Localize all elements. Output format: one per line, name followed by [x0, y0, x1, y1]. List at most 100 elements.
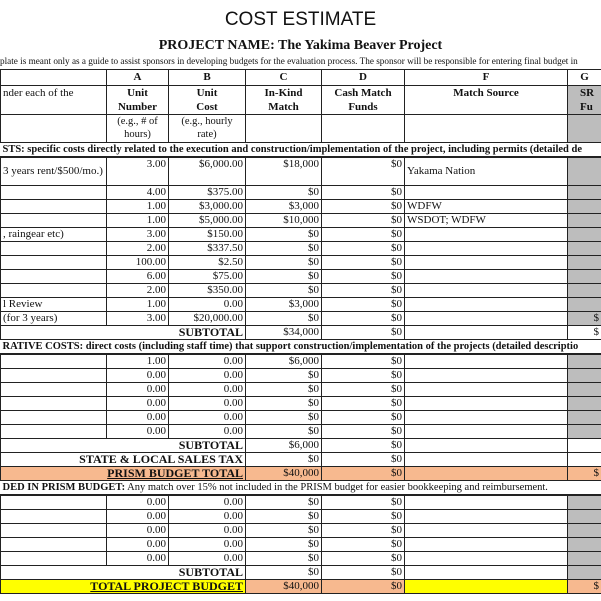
match-source-cell[interactable]: [404, 240, 568, 256]
cash-total-cell[interactable]: $0: [321, 465, 405, 481]
in-kind-total-cell[interactable]: $40,000: [245, 578, 322, 594]
cash-match-cell[interactable]: $0: [321, 367, 405, 383]
unit-number-cell[interactable]: 2.00: [106, 282, 169, 298]
description-cell[interactable]: [0, 212, 107, 228]
srfb-total-cell[interactable]: [567, 451, 601, 467]
srfb-funds-cell[interactable]: $: [567, 310, 601, 326]
srfb-funds-cell[interactable]: [567, 353, 601, 369]
cash-match-cell[interactable]: $0: [321, 536, 405, 552]
srfb-funds-cell[interactable]: [567, 395, 601, 411]
unit-number-cell[interactable]: 1.00: [106, 353, 169, 369]
description-cell[interactable]: (for 3 years): [0, 310, 107, 326]
match-source-cell[interactable]: [404, 550, 568, 566]
unit-cost-cell[interactable]: 0.00: [168, 550, 246, 566]
unit-number-cell[interactable]: 0.00: [106, 367, 169, 383]
description-cell[interactable]: [0, 282, 107, 298]
unit-cost-cell[interactable]: 0.00: [168, 395, 246, 411]
unit-number-cell[interactable]: 0.00: [106, 423, 169, 439]
match-source-cell[interactable]: [404, 564, 568, 580]
in-kind-match-cell[interactable]: $0: [245, 395, 322, 411]
match-source-cell[interactable]: [404, 522, 568, 538]
match-source-cell[interactable]: [404, 423, 568, 439]
unit-number-cell[interactable]: 0.00: [106, 494, 169, 510]
in-kind-match-cell[interactable]: $0: [245, 522, 322, 538]
unit-cost-cell[interactable]: 0.00: [168, 494, 246, 510]
srfb-funds-cell[interactable]: [567, 367, 601, 383]
description-cell[interactable]: , raingear etc): [0, 226, 107, 242]
srfb-total-cell[interactable]: $: [567, 324, 601, 340]
in-kind-match-cell[interactable]: $0: [245, 550, 322, 566]
in-kind-total-cell[interactable]: $6,000: [245, 437, 322, 453]
in-kind-match-cell[interactable]: $0: [245, 226, 322, 242]
cash-match-cell[interactable]: $0: [321, 156, 405, 186]
srfb-funds-cell[interactable]: [567, 212, 601, 228]
in-kind-match-cell[interactable]: $0: [245, 536, 322, 552]
match-source-cell[interactable]: [404, 324, 568, 340]
in-kind-match-cell[interactable]: $0: [245, 282, 322, 298]
in-kind-match-cell[interactable]: $0: [245, 494, 322, 510]
cash-match-cell[interactable]: $0: [321, 198, 405, 214]
unit-number-cell[interactable]: 3.00: [106, 226, 169, 242]
cash-match-cell[interactable]: $0: [321, 395, 405, 411]
description-cell[interactable]: [0, 353, 107, 369]
description-cell[interactable]: [0, 198, 107, 214]
cash-match-cell[interactable]: $0: [321, 254, 405, 270]
in-kind-match-cell[interactable]: $0: [245, 508, 322, 524]
unit-number-cell[interactable]: 6.00: [106, 268, 169, 284]
description-cell[interactable]: [0, 494, 107, 510]
unit-cost-cell[interactable]: $375.00: [168, 184, 246, 200]
srfb-funds-cell[interactable]: [567, 494, 601, 510]
unit-cost-cell[interactable]: 0.00: [168, 381, 246, 397]
cash-match-cell[interactable]: $0: [321, 508, 405, 524]
unit-cost-cell[interactable]: $75.00: [168, 268, 246, 284]
unit-cost-cell[interactable]: $2.50: [168, 254, 246, 270]
unit-cost-cell[interactable]: 0.00: [168, 536, 246, 552]
cash-match-cell[interactable]: $0: [321, 282, 405, 298]
in-kind-match-cell[interactable]: $0: [245, 254, 322, 270]
unit-cost-cell[interactable]: 0.00: [168, 508, 246, 524]
in-kind-total-cell[interactable]: $40,000: [245, 465, 322, 481]
in-kind-match-cell[interactable]: $0: [245, 184, 322, 200]
unit-number-cell[interactable]: 0.00: [106, 381, 169, 397]
cash-match-cell[interactable]: $0: [321, 268, 405, 284]
unit-cost-cell[interactable]: $20,000.00: [168, 310, 246, 326]
in-kind-match-cell[interactable]: $0: [245, 268, 322, 284]
match-source-cell[interactable]: [404, 494, 568, 510]
cash-match-cell[interactable]: $0: [321, 212, 405, 228]
cash-match-cell[interactable]: $0: [321, 423, 405, 439]
unit-number-cell[interactable]: 0.00: [106, 522, 169, 538]
srfb-funds-cell[interactable]: [567, 508, 601, 524]
unit-number-cell[interactable]: 3.00: [106, 156, 169, 186]
srfb-funds-cell[interactable]: [567, 226, 601, 242]
description-cell[interactable]: [0, 550, 107, 566]
srfb-funds-cell[interactable]: [567, 184, 601, 200]
match-source-cell[interactable]: [404, 254, 568, 270]
cash-total-cell[interactable]: $0: [321, 578, 405, 594]
match-source-cell[interactable]: [404, 226, 568, 242]
unit-cost-cell[interactable]: $150.00: [168, 226, 246, 242]
description-cell[interactable]: [0, 409, 107, 425]
description-cell[interactable]: [0, 522, 107, 538]
srfb-funds-cell[interactable]: [567, 536, 601, 552]
cash-match-cell[interactable]: $0: [321, 522, 405, 538]
match-source-cell[interactable]: [404, 465, 568, 481]
match-source-cell[interactable]: [404, 508, 568, 524]
match-source-cell[interactable]: [404, 437, 568, 453]
unit-cost-cell[interactable]: 0.00: [168, 522, 246, 538]
unit-cost-cell[interactable]: 0.00: [168, 367, 246, 383]
match-source-cell[interactable]: [404, 310, 568, 326]
description-cell[interactable]: [0, 254, 107, 270]
unit-number-cell[interactable]: 0.00: [106, 395, 169, 411]
match-source-cell[interactable]: [404, 381, 568, 397]
in-kind-total-cell[interactable]: $0: [245, 451, 322, 467]
cash-match-cell[interactable]: $0: [321, 184, 405, 200]
unit-cost-cell[interactable]: $350.00: [168, 282, 246, 298]
cash-match-cell[interactable]: $0: [321, 494, 405, 510]
unit-number-cell[interactable]: 1.00: [106, 198, 169, 214]
unit-cost-cell[interactable]: $5,000.00: [168, 212, 246, 228]
description-cell[interactable]: [0, 240, 107, 256]
cash-match-cell[interactable]: $0: [321, 240, 405, 256]
description-cell[interactable]: [0, 268, 107, 284]
match-source-cell[interactable]: WDFW: [404, 198, 568, 214]
srfb-total-cell[interactable]: $: [567, 465, 601, 481]
